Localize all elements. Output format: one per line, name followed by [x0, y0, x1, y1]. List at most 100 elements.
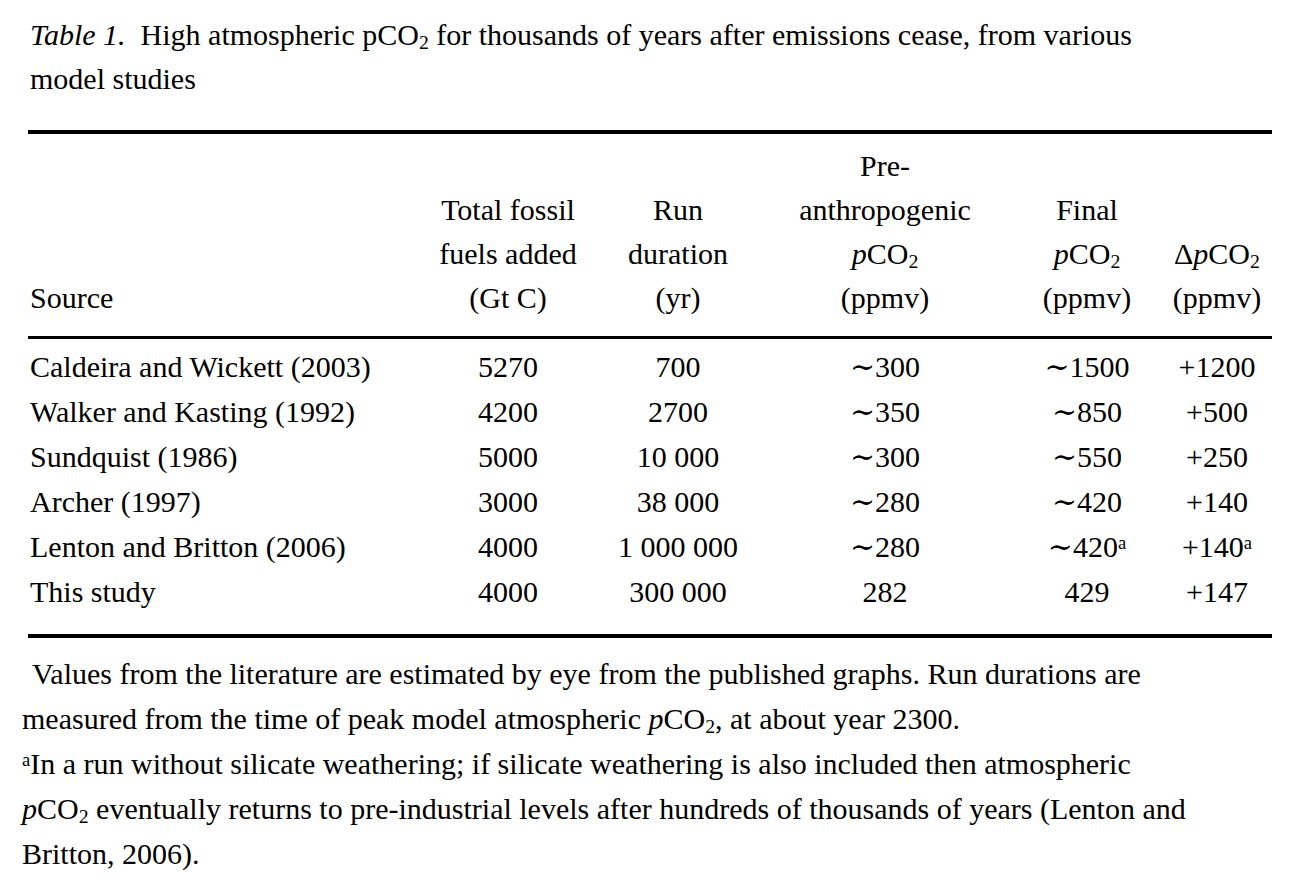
pco2-co: CO — [37, 792, 79, 825]
header-line: anthropogenic — [758, 188, 1012, 232]
cell-value: ∼420 — [1052, 485, 1122, 518]
cell-duration: 38 000 — [598, 479, 758, 524]
cell-pre-pco2: ∼280 — [758, 479, 1012, 524]
caption-subscript-2: 2 — [419, 31, 429, 53]
header-line: (yr) — [598, 276, 758, 320]
pco2-subscript: 2 — [1250, 250, 1260, 272]
pco2-co: CO — [1208, 237, 1250, 270]
header-line: Source — [30, 276, 418, 320]
caption-line-2: model studies — [30, 57, 1272, 101]
cell-delta-pco2: +500 — [1162, 389, 1272, 434]
footnote-line-4: pCO2 eventually returns to pre-industria… — [22, 786, 1272, 831]
header-line: (ppmv) — [1162, 276, 1272, 320]
delta-symbol: Δ — [1174, 237, 1193, 270]
cell-duration: 700 — [598, 338, 758, 390]
footnote-text: eventually returns to pre-industrial lev… — [89, 792, 1186, 825]
pco2-co: CO — [867, 237, 909, 270]
cell-fuels: 4000 — [418, 524, 598, 569]
footnote-marker-a: a — [22, 749, 30, 770]
header-line: Run — [598, 188, 758, 232]
cell-final-pco2: ∼420 — [1012, 479, 1162, 524]
cell-value: ∼420 — [1048, 530, 1118, 563]
cell-pre-pco2: 282 — [758, 569, 1012, 636]
table-row: Walker and Kasting (1992) 4200 2700 ∼350… — [28, 389, 1272, 434]
header-row: Source Total fossil fuels added (Gt C) R… — [28, 132, 1272, 338]
cell-source: This study — [28, 569, 418, 636]
cell-value: +250 — [1186, 440, 1248, 473]
cell-final-pco2: 429 — [1012, 569, 1162, 636]
cell-source: Caldeira and Wickett (2003) — [28, 338, 418, 390]
cell-value: +147 — [1186, 575, 1248, 608]
header-line-pco2: pCO2 — [758, 232, 1012, 276]
cell-duration: 300 000 — [598, 569, 758, 636]
cell-fuels: 5270 — [418, 338, 598, 390]
pco2-subscript: 2 — [79, 805, 89, 827]
cell-final-pco2: ∼1500 — [1012, 338, 1162, 390]
cell-fuels: 4200 — [418, 389, 598, 434]
header-line: Final — [1012, 188, 1162, 232]
col-header-source: Source — [28, 132, 418, 338]
cell-fuels: 5000 — [418, 434, 598, 479]
cell-duration: 2700 — [598, 389, 758, 434]
caption-text-cont: for thousands of years after emissions c… — [429, 18, 1132, 51]
cell-final-pco2: ∼550 — [1012, 434, 1162, 479]
cell-value: ∼850 — [1052, 395, 1122, 428]
cell-value: ∼550 — [1052, 440, 1122, 473]
footnote-marker: a — [1118, 532, 1126, 553]
cell-fuels: 4000 — [418, 569, 598, 636]
cell-final-pco2: ∼850 — [1012, 389, 1162, 434]
table-caption: Table 1. High atmospheric pCO2 for thousa… — [28, 13, 1272, 101]
cell-source: Sundquist (1986) — [28, 434, 418, 479]
cell-delta-pco2: +1200 — [1162, 338, 1272, 390]
footnote-line-2: measured from the time of peak model atm… — [22, 696, 1272, 741]
caption-label: Table 1. — [30, 18, 126, 51]
footnote-text: In a run without silicate weathering; if… — [30, 747, 1131, 780]
pco2-p: p — [852, 237, 867, 270]
cell-pre-pco2: ∼300 — [758, 434, 1012, 479]
cell-value: +1200 — [1179, 350, 1256, 383]
cell-pre-pco2: ∼300 — [758, 338, 1012, 390]
cell-value: +500 — [1186, 395, 1248, 428]
pco2-subscript: 2 — [1110, 250, 1120, 272]
table-footnotes: Values from the literature are estimated… — [22, 651, 1272, 876]
pco2-p: p — [648, 702, 663, 735]
header-line: duration — [598, 232, 758, 276]
cell-value: +140 — [1186, 485, 1248, 518]
header-line: Total fossil — [418, 188, 598, 232]
table-body: Caldeira and Wickett (2003) 5270 700 ∼30… — [28, 338, 1272, 637]
col-header-delta-pco2: ΔpCO2 (ppmv) — [1162, 132, 1272, 338]
cell-final-pco2: ∼420a — [1012, 524, 1162, 569]
pco2-subscript: 2 — [908, 250, 918, 272]
cell-source: Archer (1997) — [28, 479, 418, 524]
footnote-line-3: aIn a run without silicate weathering; i… — [22, 741, 1272, 786]
table-row: Lenton and Britton (2006) 4000 1 000 000… — [28, 524, 1272, 569]
col-header-final-pco2: Final pCO2 (ppmv) — [1012, 132, 1162, 338]
cell-duration: 1 000 000 — [598, 524, 758, 569]
cell-value: ∼1500 — [1044, 350, 1129, 383]
cell-fuels: 3000 — [418, 479, 598, 524]
caption-text: High atmospheric pCO — [141, 18, 419, 51]
header-line-pco2: pCO2 — [1012, 232, 1162, 276]
table-header: Source Total fossil fuels added (Gt C) R… — [28, 132, 1272, 338]
footnote-marker: a — [1244, 532, 1252, 553]
table-row: This study 4000 300 000 282 429 +147 — [28, 569, 1272, 636]
page: Table 1.High atmospheric pCO2 for thousa… — [0, 0, 1316, 889]
header-line: fuels added — [418, 232, 598, 276]
cell-value: 429 — [1065, 575, 1110, 608]
footnote-line-5: Britton, 2006). — [22, 831, 1272, 876]
pco2-co: CO — [1069, 237, 1111, 270]
footnote-line-1: Values from the literature are estimated… — [22, 651, 1272, 696]
header-line: (Gt C) — [418, 276, 598, 320]
col-header-total-fossil-fuels: Total fossil fuels added (Gt C) — [418, 132, 598, 338]
footnote-text: , at about year 2300. — [715, 702, 960, 735]
pco2-p: p — [22, 792, 37, 825]
header-line: (ppmv) — [758, 276, 1012, 320]
pco2-p: p — [1054, 237, 1069, 270]
caption-line-1: Table 1. High atmospheric pCO2 for thousa… — [30, 13, 1272, 57]
pco2-p: p — [1193, 237, 1208, 270]
col-header-preanthropogenic-pco2: Pre- anthropogenic pCO2 (ppmv) — [758, 132, 1012, 338]
cell-value: +140 — [1182, 530, 1244, 563]
footnote-text: measured from the time of peak model atm… — [22, 702, 648, 735]
table-row: Caldeira and Wickett (2003) 5270 700 ∼30… — [28, 338, 1272, 390]
header-line-delta-pco2: ΔpCO2 — [1162, 232, 1272, 276]
